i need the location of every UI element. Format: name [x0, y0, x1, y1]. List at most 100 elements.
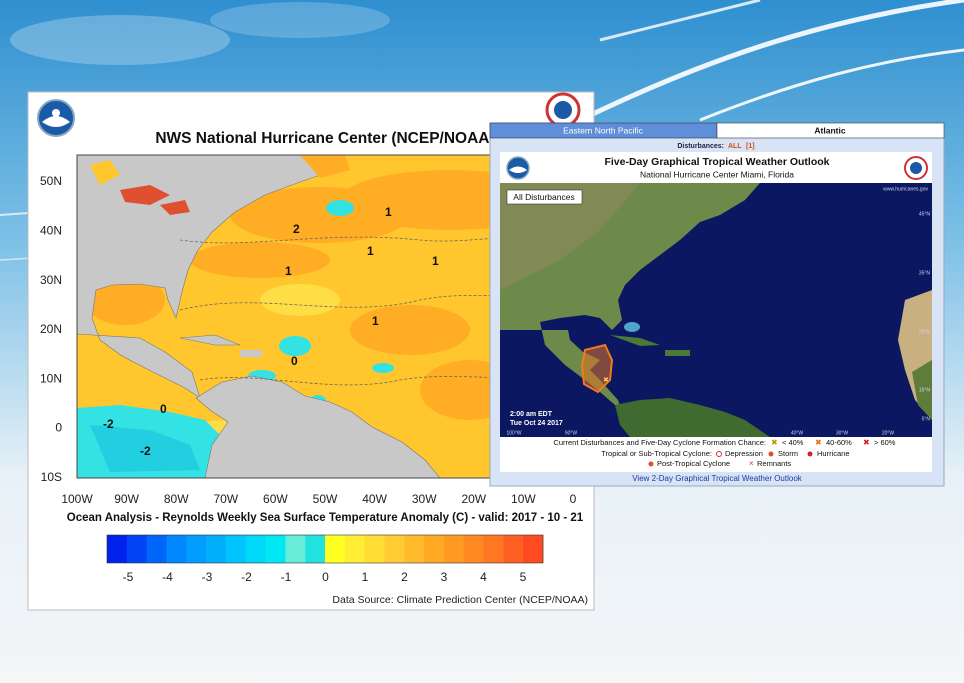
lat-label: 25°N	[919, 329, 931, 335]
data-source: Data Source: Climate Prediction Center (…	[332, 594, 588, 606]
lon-label: 100W	[61, 492, 93, 506]
nws-logo	[904, 156, 928, 180]
disturbances-all[interactable]: ALL	[728, 143, 742, 150]
lon-label: 40°W	[791, 430, 804, 436]
legend-entry: < 40%	[782, 438, 804, 447]
colorbar-tick-label: -1	[281, 570, 292, 584]
noaa-logo	[506, 156, 530, 180]
color-bin	[245, 535, 266, 563]
legend-icon: ×	[749, 459, 754, 468]
colorbar-tick-label: 4	[480, 570, 487, 584]
panel-title: NWS National Hurricane Center (NCEP/NOAA…	[155, 130, 494, 147]
issue-time: 2:00 am EDT	[510, 411, 553, 418]
color-bin	[166, 535, 187, 563]
tab[interactable]	[716, 122, 945, 139]
outlook-title: Five-Day Graphical Tropical Weather Outl…	[604, 156, 829, 168]
color-bin	[265, 535, 286, 563]
website: www.hurricanes.gov	[883, 186, 928, 192]
contour-label: 1	[367, 244, 374, 258]
colorbar-tick-label: 5	[520, 570, 527, 584]
color-bin	[523, 535, 544, 563]
legend-icon: ✖	[771, 438, 778, 447]
lat-labels: 50N 40N 30N 20N 10N 0 10S	[40, 174, 62, 484]
legend-icon	[768, 451, 774, 457]
lat-label: 45°N	[919, 211, 931, 217]
legend-icon: ✖	[815, 438, 822, 447]
color-bin	[225, 535, 247, 563]
color-bin	[364, 535, 385, 563]
button-label[interactable]: All Disturbances	[513, 192, 574, 202]
lon-label: 40W	[362, 492, 387, 506]
lon-labels: 100W 90W 80W 70W 60W 50W 40W 30W 20W 10W 0	[61, 492, 576, 506]
contour-label: 0	[291, 354, 298, 368]
lat-label: 15°N	[919, 387, 931, 393]
color-bin	[384, 535, 405, 563]
lon-labels: 100°W 90°W 40°W 30°W 20°W	[506, 430, 894, 436]
legend-entry: Depression	[725, 449, 763, 458]
lat-label: 20N	[40, 322, 62, 336]
legend-row: Current Disturbances and Five-Day Cyclon…	[553, 438, 766, 447]
legend-entry: Remnants	[757, 459, 791, 468]
lat-label: 30N	[40, 273, 62, 287]
legend-icon: ✖	[863, 438, 870, 447]
contour-label: 1	[432, 254, 439, 268]
outlook-legend: Current Disturbances and Five-Day Cyclon…	[553, 438, 895, 468]
tab-label[interactable]: Atlantic	[814, 125, 845, 135]
contour-label: 0	[160, 402, 167, 416]
colorbar-tick-label: -5	[123, 570, 134, 584]
lon-label: 60W	[263, 492, 288, 506]
lon-label: 100°W	[506, 430, 521, 436]
disturbance-marker[interactable]: ✖	[603, 377, 609, 384]
lon-label: 20W	[461, 492, 486, 506]
color-bin	[206, 535, 227, 563]
contour-label: -2	[103, 417, 114, 431]
color-bin	[325, 535, 346, 563]
colorbar-frame	[106, 534, 544, 564]
legend-icon	[648, 461, 654, 467]
lon-label: 70W	[213, 492, 238, 506]
lon-label: 50W	[313, 492, 338, 506]
disturbances-count[interactable]: [1]	[746, 143, 755, 150]
lon-label: 0	[570, 492, 577, 506]
color-bin	[483, 535, 504, 563]
lat-label: 10N	[40, 371, 62, 385]
contour-label: 1	[372, 314, 379, 328]
outlook-map: ✖	[500, 183, 932, 437]
all-disturbances-button[interactable]	[506, 189, 583, 205]
lon-label: 30°W	[836, 430, 849, 436]
lon-label: 80W	[164, 492, 189, 506]
lon-label: 90°W	[565, 430, 578, 436]
color-bin	[463, 535, 484, 563]
contour-label: -2	[140, 444, 151, 458]
lat-label: 0	[55, 421, 62, 435]
outlook-link[interactable]: View 2-Day Graphical Tropical Weather Ou…	[632, 474, 803, 483]
color-bin	[126, 535, 147, 563]
colorbar-tick-label: -2	[241, 570, 252, 584]
contour-label: 1	[285, 264, 292, 278]
disturbance-area[interactable]	[580, 343, 614, 394]
colorbar-tick-label: 0	[322, 570, 329, 584]
colorbar: -5 -4 -3 -2 -1 0 1 2 3 4 5	[106, 534, 544, 584]
lon-label: 90W	[114, 492, 139, 506]
contour-label: 2	[293, 222, 300, 236]
color-bin	[344, 535, 365, 563]
colorbar-tick-label: 1	[362, 570, 369, 584]
color-bin	[424, 535, 445, 563]
legend-entry: Storm	[778, 449, 798, 458]
map-caption: Ocean Analysis - Reynolds Weekly Sea Sur…	[67, 512, 584, 524]
outlook-panel: Eastern North Pacific Atlantic Disturban…	[489, 122, 945, 487]
legend-entry: 40-60%	[826, 438, 852, 447]
color-bin	[186, 535, 207, 563]
color-bin	[503, 535, 524, 563]
lat-label: 10S	[41, 470, 62, 484]
issue-date: Tue Oct 24 2017	[510, 420, 563, 427]
nws-logo	[545, 92, 581, 128]
lat-labels: 45°N 35°N 25°N 15°N 5°N	[919, 211, 931, 422]
legend-row: Tropical or Sub-Tropical Cyclone:	[601, 449, 712, 458]
color-bin	[285, 535, 306, 563]
outlook-subtitle: National Hurricane Center Miami, Florida	[640, 169, 794, 179]
lon-label: 30W	[412, 492, 437, 506]
tab-label[interactable]: Eastern North Pacific	[563, 125, 644, 135]
color-bin	[443, 535, 465, 563]
